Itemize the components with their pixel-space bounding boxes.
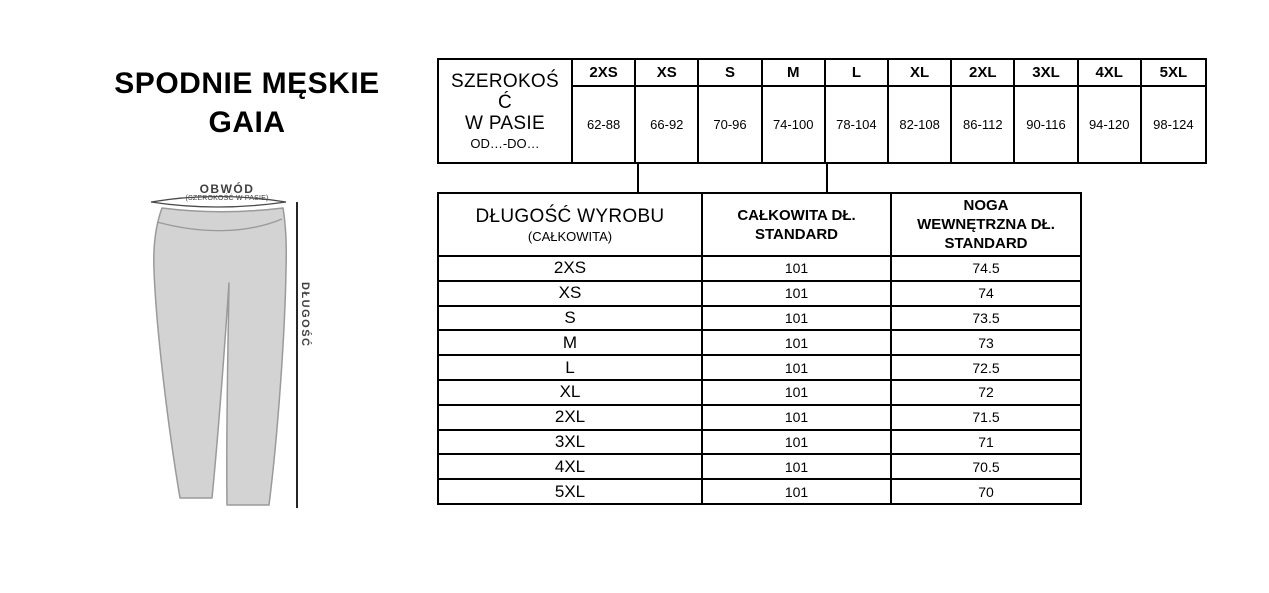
total-length-cell: 101 <box>703 356 892 379</box>
length-table-header-col1: DŁUGOŚĆ WYROBU (CAŁKOWITA) <box>439 194 703 255</box>
waist-range-cell: 90-116 <box>1015 87 1079 162</box>
pants-illustration-svg <box>150 195 298 508</box>
total-length-cell: 101 <box>703 281 892 305</box>
waist-table-header-main: SZEROKOŚ Ć W PASIE <box>451 71 559 134</box>
waist-range-cell: 66-92 <box>636 87 700 162</box>
table-row: 2XL 101 71.5 <box>439 405 1080 431</box>
waist-table-header-cell: SZEROKOŚ Ć W PASIE OD…-DO… <box>439 60 573 162</box>
title-line-1: SPODNIE MĘSKIE <box>114 67 380 100</box>
inner-leg-cell: 71.5 <box>972 409 1000 426</box>
waistband-seam <box>156 218 283 232</box>
inner-leg-cell: 72.5 <box>972 359 1000 376</box>
page-title: SPODNIE MĘSKIE GAIA <box>60 64 434 142</box>
circumference-indicator <box>150 195 287 208</box>
inner-leg-cell: 73 <box>978 334 994 351</box>
size-cell: XL <box>439 380 703 404</box>
length-table-header-col3: NOGA WEWNĘTRZNA DŁ. STANDARD <box>892 194 1080 255</box>
table-row: 2XS 101 74.5 <box>439 257 1080 282</box>
inner-leg-cell: 74 <box>978 285 994 302</box>
total-length-cell: 101 <box>703 455 892 479</box>
length-table-header-col2: CAŁKOWITA DŁ. STANDARD <box>703 194 892 255</box>
size-header-cell: 4XL <box>1079 60 1142 85</box>
table-row: 3XL 101 71 <box>439 430 1080 456</box>
inner-leg-cell: 72 <box>978 384 994 401</box>
size-header-cell: 5XL <box>1159 64 1188 81</box>
size-header-cell: 3XL <box>1015 60 1079 85</box>
waist-range-cell: 78-104 <box>826 87 889 162</box>
waist-table-size-row: 2XS XS S M L XL 2XL 3XL 4XL 5XL <box>573 60 1205 87</box>
total-length-cell: 101 <box>703 430 892 454</box>
inner-leg-cell: 70 <box>978 483 994 500</box>
waist-range-cell: 86-112 <box>952 87 1016 162</box>
total-length-cell: 101 <box>703 306 892 330</box>
size-header-cell: 2XL <box>952 60 1016 85</box>
waist-circumference-sublabel: (SZEROKOŚĆ W PASIE) <box>185 195 269 202</box>
table-row: 4XL 101 70.5 <box>439 455 1080 481</box>
waist-range-cell: 62-88 <box>573 87 637 162</box>
size-cell: 3XL <box>439 430 703 454</box>
table-row: XL 101 72 <box>439 380 1080 406</box>
table-row: M 101 73 <box>439 331 1080 357</box>
waist-range-cell: 82-108 <box>889 87 953 162</box>
length-col2-title: CAŁKOWITA DŁ. STANDARD <box>737 206 856 243</box>
length-table: DŁUGOŚĆ WYROBU (CAŁKOWITA) CAŁKOWITA DŁ.… <box>437 192 1082 505</box>
waist-circumference-label: OBWÓD <box>199 182 255 196</box>
waist-table-header-sub: OD…-DO… <box>470 136 540 151</box>
length-col3-title: NOGA WEWNĘTRZNA DŁ. STANDARD <box>917 197 1055 252</box>
size-header-cell: XS <box>636 60 700 85</box>
size-cell: M <box>439 331 703 355</box>
total-length-cell: 101 <box>703 331 892 355</box>
waist-range-cell: 74-100 <box>763 87 826 162</box>
waist-table-range-row: 62-88 66-92 70-96 74-100 78-104 82-108 8… <box>573 87 1205 162</box>
size-cell: 2XS <box>439 257 703 280</box>
pants-diagram: OBWÓD (SZEROKOŚĆ W PASIE) DŁUGOŚĆ <box>146 182 336 534</box>
total-length-cell: 101 <box>703 480 892 503</box>
waist-size-table: SZEROKOŚ Ć W PASIE OD…-DO… 2XS XS S M L … <box>437 58 1207 164</box>
length-label: DŁUGOŚĆ <box>299 282 311 348</box>
length-col1-subtitle: (CAŁKOWITA) <box>527 228 613 244</box>
table-connector-line <box>826 162 828 192</box>
size-cell: 5XL <box>439 480 703 503</box>
inner-leg-cell: 70.5 <box>972 458 1000 475</box>
size-cell: 2XL <box>439 405 703 429</box>
table-row: 5XL 101 70 <box>439 480 1080 503</box>
total-length-cell: 101 <box>703 380 892 404</box>
table-row: L 101 72.5 <box>439 356 1080 381</box>
table-row: S 101 73.5 <box>439 306 1080 332</box>
inner-leg-cell: 74.5 <box>972 260 1000 277</box>
waist-table-columns: 2XS XS S M L XL 2XL 3XL 4XL 5XL 62-88 66… <box>573 60 1205 162</box>
size-header-cell: L <box>826 60 889 85</box>
length-col1-title: DŁUGOŚĆ WYROBU <box>475 205 665 227</box>
waist-range-cell: 98-124 <box>1153 117 1194 132</box>
pants-silhouette <box>153 207 287 506</box>
length-table-header-row: DŁUGOŚĆ WYROBU (CAŁKOWITA) CAŁKOWITA DŁ.… <box>439 194 1080 257</box>
size-cell: XS <box>439 281 703 305</box>
size-header-cell: XL <box>889 60 953 85</box>
inner-leg-cell: 73.5 <box>972 309 1000 326</box>
size-cell: L <box>439 356 703 379</box>
size-cell: S <box>439 306 703 330</box>
waist-range-cell: 94-120 <box>1079 87 1142 162</box>
size-header-cell: 2XS <box>573 60 637 85</box>
table-row: XS 101 74 <box>439 281 1080 307</box>
size-cell: 4XL <box>439 455 703 479</box>
size-header-cell: M <box>763 60 826 85</box>
title-line-2: GAIA <box>208 106 286 139</box>
waist-range-cell: 70-96 <box>699 87 763 162</box>
inner-leg-cell: 71 <box>978 433 994 450</box>
table-connector-line <box>637 162 639 192</box>
total-length-cell: 101 <box>703 405 892 429</box>
total-length-cell: 101 <box>703 257 892 280</box>
size-header-cell: S <box>699 60 763 85</box>
